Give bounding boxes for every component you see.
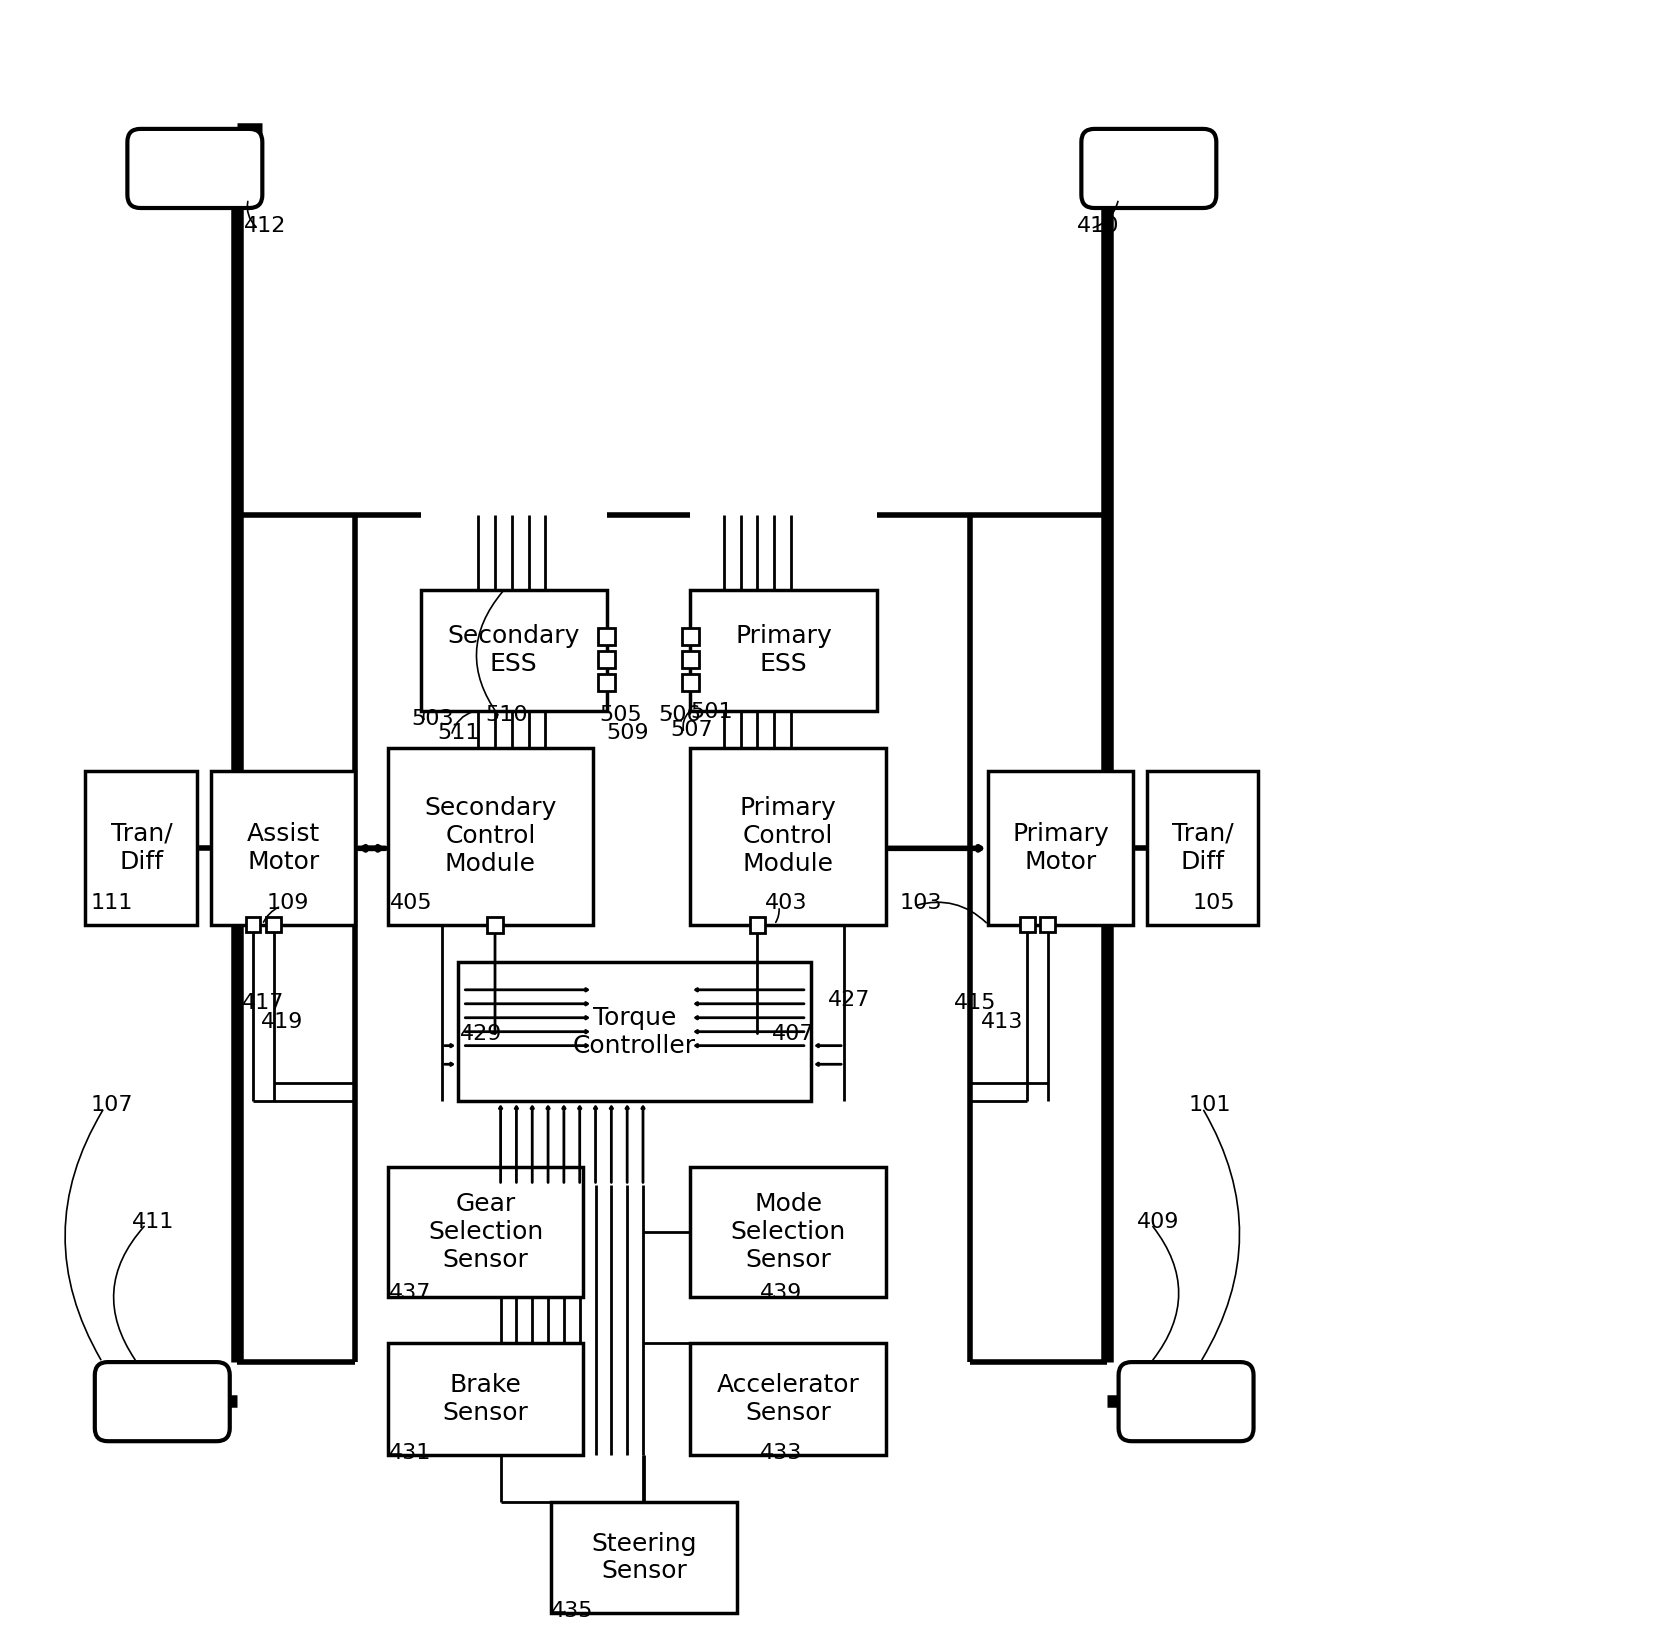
Text: 427: 427 — [828, 990, 871, 1011]
Bar — [387, 1166, 583, 1297]
Bar — [681, 651, 698, 667]
Bar — [1147, 771, 1258, 925]
Text: 415: 415 — [954, 993, 996, 1013]
Bar — [750, 917, 766, 933]
Text: 501: 501 — [690, 702, 733, 722]
Text: Assist
Motor: Assist Motor — [246, 823, 319, 874]
Text: 511: 511 — [437, 724, 480, 743]
Bar — [681, 628, 698, 644]
Bar — [457, 961, 811, 1102]
Text: Brake
Sensor: Brake Sensor — [442, 1373, 529, 1426]
Bar — [1040, 917, 1055, 932]
Bar — [690, 1343, 886, 1455]
Text: 405: 405 — [391, 894, 432, 914]
Text: 407: 407 — [773, 1024, 814, 1044]
Text: Mode
Selection
Sensor: Mode Selection Sensor — [731, 1193, 846, 1272]
Text: 433: 433 — [760, 1442, 803, 1462]
Text: 403: 403 — [765, 894, 808, 914]
Text: 107: 107 — [90, 1095, 133, 1115]
Text: 431: 431 — [389, 1442, 430, 1462]
Text: Primary
ESS: Primary ESS — [735, 624, 833, 676]
Text: 109: 109 — [268, 894, 309, 914]
Text: Tran/
Diff: Tran/ Diff — [111, 823, 173, 874]
Bar — [598, 651, 615, 667]
Text: Primary
Control
Module: Primary Control Module — [740, 796, 836, 876]
Text: 510: 510 — [485, 704, 529, 725]
Bar — [598, 674, 615, 691]
Text: 506: 506 — [658, 704, 700, 725]
Bar — [598, 628, 615, 644]
Text: Steering
Sensor: Steering Sensor — [592, 1531, 696, 1583]
Text: 437: 437 — [389, 1284, 430, 1303]
FancyBboxPatch shape — [95, 1363, 229, 1441]
Bar — [1020, 917, 1035, 932]
Bar — [420, 590, 607, 710]
Text: 101: 101 — [1188, 1095, 1232, 1115]
Bar — [681, 674, 698, 691]
Text: 413: 413 — [981, 1011, 1024, 1032]
Bar — [211, 771, 356, 925]
Bar — [246, 917, 261, 932]
Text: 412: 412 — [244, 216, 286, 236]
Text: 509: 509 — [607, 724, 650, 743]
Bar — [387, 748, 593, 925]
Bar — [690, 590, 876, 710]
Text: 429: 429 — [460, 1024, 502, 1044]
Bar — [387, 1343, 583, 1455]
Text: Secondary
Control
Module: Secondary Control Module — [424, 796, 557, 876]
Text: 435: 435 — [550, 1601, 593, 1621]
Text: Torque
Controller: Torque Controller — [573, 1006, 696, 1057]
Text: Accelerator
Sensor: Accelerator Sensor — [716, 1373, 859, 1426]
Text: 507: 507 — [670, 720, 713, 740]
Text: 419: 419 — [261, 1011, 302, 1032]
FancyBboxPatch shape — [128, 129, 263, 208]
Bar — [85, 771, 198, 925]
Text: Primary
Motor: Primary Motor — [1012, 823, 1109, 874]
Text: 439: 439 — [760, 1284, 803, 1303]
FancyBboxPatch shape — [1082, 129, 1217, 208]
Text: 105: 105 — [1193, 894, 1235, 914]
Text: Gear
Selection
Sensor: Gear Selection Sensor — [429, 1193, 543, 1272]
FancyBboxPatch shape — [1119, 1363, 1253, 1441]
Text: 411: 411 — [131, 1213, 175, 1232]
Text: 103: 103 — [899, 894, 942, 914]
Bar — [690, 1166, 886, 1297]
Bar — [550, 1502, 736, 1614]
Bar — [690, 748, 886, 925]
Text: 111: 111 — [90, 894, 133, 914]
Text: 417: 417 — [243, 993, 284, 1013]
Text: Tran/
Diff: Tran/ Diff — [1172, 823, 1233, 874]
Text: 409: 409 — [1137, 1213, 1180, 1232]
Bar — [487, 917, 504, 933]
Bar — [266, 917, 281, 932]
Text: 505: 505 — [600, 704, 642, 725]
Text: Secondary
ESS: Secondary ESS — [447, 624, 580, 676]
Text: 410: 410 — [1077, 216, 1119, 236]
Text: 503: 503 — [411, 709, 454, 729]
Bar — [989, 771, 1132, 925]
